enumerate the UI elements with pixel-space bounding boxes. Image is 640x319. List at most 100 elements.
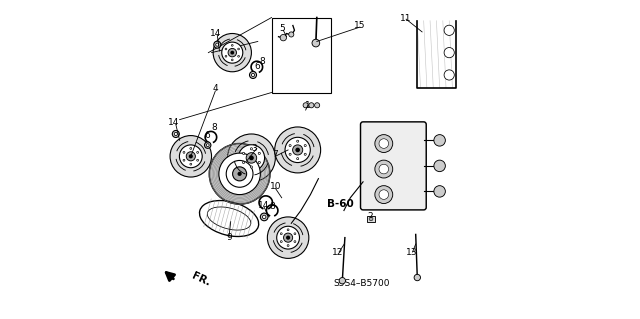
- Circle shape: [375, 160, 393, 178]
- Circle shape: [250, 166, 253, 168]
- Circle shape: [289, 32, 294, 37]
- Circle shape: [287, 245, 289, 247]
- Circle shape: [232, 44, 233, 46]
- Circle shape: [296, 158, 299, 160]
- Circle shape: [294, 241, 296, 242]
- Circle shape: [276, 226, 300, 249]
- Circle shape: [303, 103, 308, 108]
- Circle shape: [280, 241, 282, 242]
- Circle shape: [375, 186, 393, 204]
- Circle shape: [205, 142, 211, 148]
- Circle shape: [289, 145, 291, 147]
- Circle shape: [250, 71, 257, 78]
- Circle shape: [227, 134, 275, 182]
- Circle shape: [238, 145, 264, 171]
- Circle shape: [243, 152, 244, 154]
- Circle shape: [232, 59, 233, 61]
- Circle shape: [296, 140, 299, 142]
- Text: FR.: FR.: [190, 271, 212, 288]
- Circle shape: [285, 137, 310, 163]
- Circle shape: [246, 153, 257, 163]
- Circle shape: [186, 152, 195, 161]
- Circle shape: [289, 153, 291, 155]
- Text: 8: 8: [211, 123, 217, 132]
- Circle shape: [196, 159, 198, 161]
- Text: 9: 9: [226, 233, 232, 242]
- Text: 1: 1: [305, 101, 311, 110]
- Circle shape: [237, 48, 239, 50]
- Circle shape: [228, 48, 237, 57]
- Circle shape: [369, 217, 373, 221]
- Circle shape: [189, 154, 193, 159]
- Circle shape: [226, 160, 253, 187]
- Circle shape: [243, 161, 244, 164]
- Circle shape: [249, 155, 254, 160]
- Circle shape: [280, 34, 287, 41]
- Circle shape: [172, 130, 179, 137]
- Circle shape: [379, 139, 388, 148]
- Text: 11: 11: [401, 14, 412, 23]
- Text: 14: 14: [210, 29, 221, 38]
- Circle shape: [252, 73, 255, 77]
- Circle shape: [262, 215, 266, 219]
- Circle shape: [219, 153, 260, 195]
- Circle shape: [258, 161, 260, 164]
- Circle shape: [312, 39, 320, 47]
- Text: 8: 8: [260, 57, 266, 66]
- Circle shape: [294, 233, 296, 235]
- Text: 14: 14: [168, 118, 180, 127]
- Circle shape: [280, 233, 282, 235]
- Circle shape: [250, 148, 253, 150]
- Circle shape: [379, 164, 388, 174]
- Text: 15: 15: [353, 21, 365, 30]
- Text: 6: 6: [205, 131, 211, 140]
- Circle shape: [268, 217, 309, 258]
- Circle shape: [230, 51, 234, 55]
- Circle shape: [444, 25, 454, 35]
- Circle shape: [414, 274, 420, 281]
- Circle shape: [275, 127, 321, 173]
- Circle shape: [309, 103, 314, 108]
- Circle shape: [232, 167, 246, 181]
- Circle shape: [292, 145, 303, 155]
- Circle shape: [379, 190, 388, 199]
- Text: 3: 3: [252, 144, 257, 153]
- Circle shape: [286, 235, 290, 240]
- Circle shape: [258, 152, 260, 154]
- Text: 10: 10: [269, 182, 281, 191]
- Circle shape: [225, 48, 227, 50]
- Circle shape: [284, 233, 292, 242]
- Circle shape: [434, 135, 445, 146]
- Circle shape: [339, 278, 346, 284]
- Circle shape: [296, 148, 300, 152]
- Circle shape: [190, 147, 192, 149]
- Circle shape: [214, 41, 221, 48]
- Circle shape: [315, 103, 320, 108]
- Circle shape: [174, 132, 177, 136]
- Circle shape: [216, 43, 219, 46]
- Circle shape: [304, 153, 307, 155]
- Circle shape: [206, 144, 209, 147]
- Circle shape: [183, 152, 185, 153]
- Circle shape: [221, 42, 243, 63]
- Circle shape: [375, 135, 393, 152]
- Circle shape: [183, 159, 185, 161]
- Circle shape: [434, 160, 445, 172]
- Text: 4: 4: [212, 84, 218, 93]
- Circle shape: [287, 229, 289, 231]
- Bar: [271, 18, 330, 93]
- Text: 5: 5: [280, 24, 285, 33]
- Circle shape: [304, 145, 307, 147]
- Circle shape: [190, 163, 192, 165]
- Circle shape: [444, 48, 454, 58]
- Text: 6: 6: [254, 62, 260, 71]
- Circle shape: [213, 33, 252, 72]
- Text: B-60: B-60: [328, 199, 354, 209]
- Text: 7: 7: [272, 150, 278, 159]
- Text: 8: 8: [269, 202, 275, 211]
- Circle shape: [260, 213, 268, 221]
- Circle shape: [444, 70, 454, 80]
- Text: 13: 13: [406, 249, 418, 257]
- Circle shape: [225, 56, 227, 57]
- Text: S5S4–B5700: S5S4–B5700: [333, 279, 390, 288]
